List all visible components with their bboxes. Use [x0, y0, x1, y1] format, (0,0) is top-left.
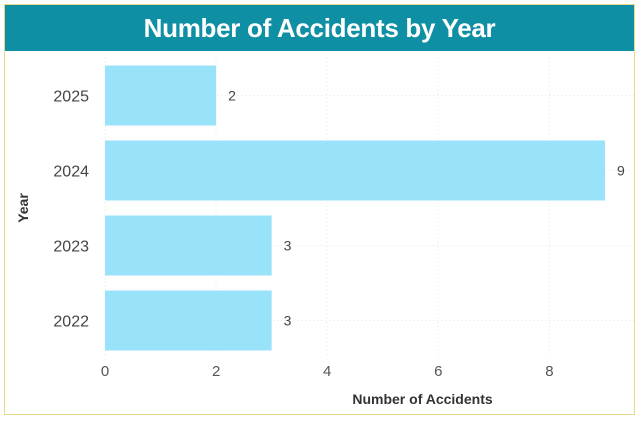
y-axis-title: Year	[15, 193, 31, 223]
bars	[105, 65, 605, 351]
chart-title-bar: Number of Accidents by Year	[5, 5, 634, 51]
data-label-2024: 9	[617, 163, 625, 179]
x-tick-label-1: 2	[212, 363, 220, 380]
bar-2025	[105, 65, 217, 126]
category-label-2024: 2024	[53, 164, 89, 181]
x-tick-label-4: 8	[545, 363, 553, 380]
labels: 0 2 4 6 8 2 2025 9 2024 3 2023 3 2022	[53, 88, 625, 381]
x-tick-label-0: 0	[101, 363, 109, 380]
data-label-2022: 3	[284, 313, 292, 329]
bar-2023	[105, 215, 272, 276]
bar-2022	[105, 290, 272, 351]
x-tick-label-2: 4	[323, 363, 331, 380]
data-label-2025: 2	[228, 88, 236, 104]
bar-2024	[105, 140, 605, 201]
category-label-2025: 2025	[53, 89, 89, 106]
category-label-2022: 2022	[53, 314, 89, 331]
chart-title: Number of Accidents by Year	[143, 12, 496, 43]
category-label-2023: 2023	[53, 239, 89, 256]
x-axis-title: Number of Accidents	[352, 391, 492, 407]
x-tick-label-3: 6	[434, 363, 442, 380]
data-label-2023: 3	[284, 238, 292, 254]
